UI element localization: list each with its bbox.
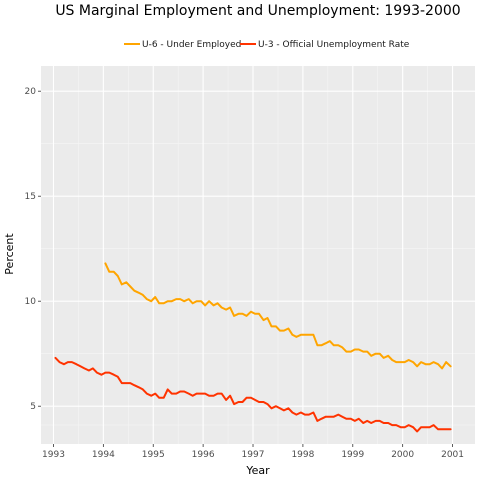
- x-tick-label: 1997: [242, 450, 265, 460]
- grid-major: [41, 66, 475, 444]
- x-tick-label: 2000: [391, 450, 414, 460]
- x-tick-label: 1993: [42, 450, 65, 460]
- y-tick-label: 5: [30, 402, 36, 412]
- y-tick-label: 15: [25, 192, 36, 202]
- x-tick-label: 2001: [441, 450, 464, 460]
- y-axis: 5 10 15 20: [25, 87, 41, 412]
- legend-label-u3: U-3 - Official Unemployment Rate: [258, 40, 410, 50]
- y-axis-title: Percent: [3, 233, 16, 275]
- y-tick-label: 10: [25, 297, 37, 307]
- x-tick-label: 1996: [192, 450, 215, 460]
- x-tick-label: 1999: [341, 450, 364, 460]
- y-tick-label: 20: [25, 87, 37, 97]
- x-tick-label: 1998: [291, 450, 314, 460]
- series-line-u3: [54, 356, 452, 433]
- x-tick-label: 1994: [92, 450, 115, 460]
- series-lines: [54, 262, 452, 433]
- x-axis: 1993 1994 1995 1996 1997 1998 1999 2000 2001: [42, 444, 464, 460]
- plot-panel: [41, 66, 475, 444]
- x-axis-title: Year: [245, 464, 270, 477]
- x-tick-label: 1995: [142, 450, 165, 460]
- series-line-u6: [104, 262, 452, 370]
- legend-label-u6: U-6 - Under Employed: [142, 40, 241, 50]
- chart-title: US Marginal Employment and Unemployment:…: [55, 3, 460, 19]
- legend: U-6 - Under Employed U-3 - Official Unem…: [124, 40, 410, 50]
